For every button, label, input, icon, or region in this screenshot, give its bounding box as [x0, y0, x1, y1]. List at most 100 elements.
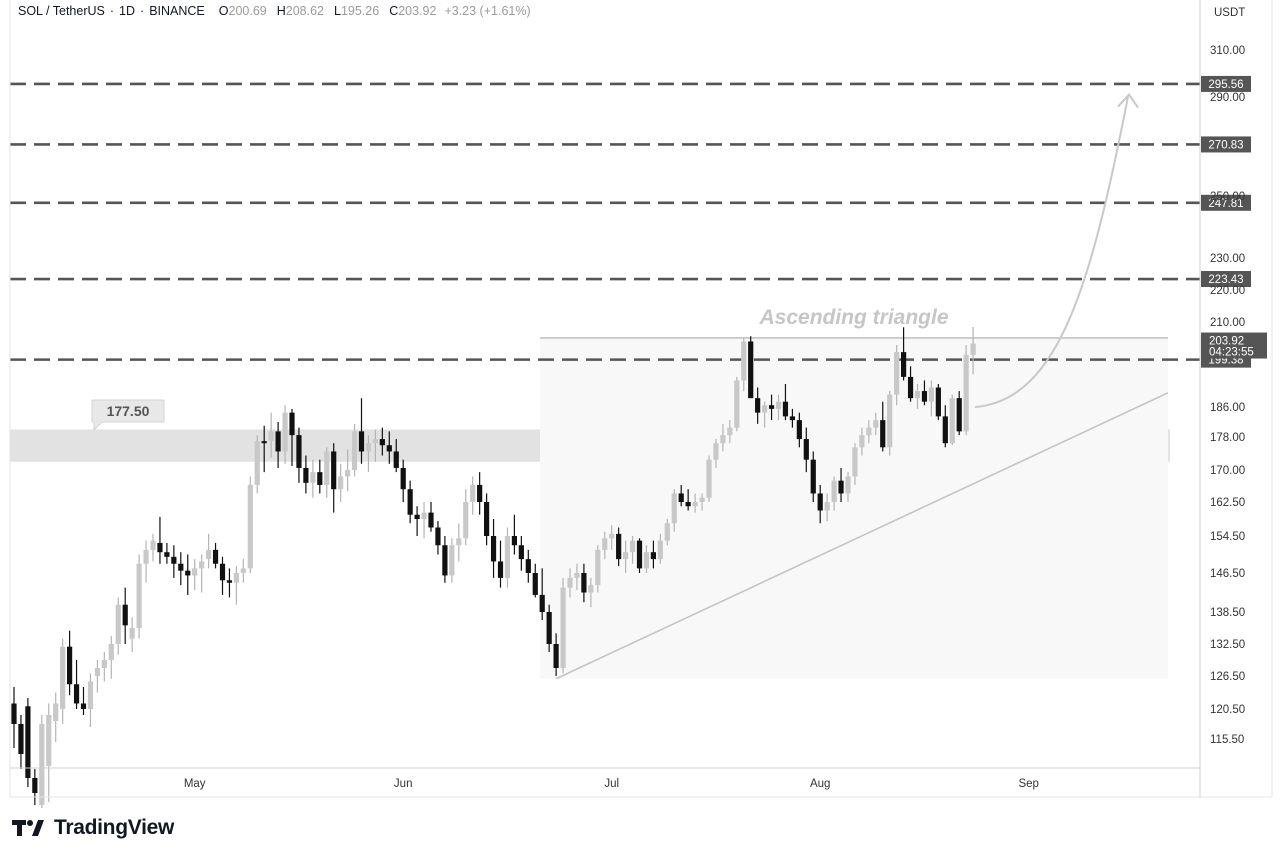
- candle-body: [87, 681, 94, 709]
- candle-body: [421, 512, 427, 519]
- candle-body: [233, 573, 239, 583]
- time-tick-label: Aug: [810, 778, 830, 790]
- price-tick-label: 186.00: [1210, 402, 1245, 414]
- candle-body: [46, 715, 52, 766]
- candle-body: [136, 563, 142, 628]
- candle-body: [685, 502, 691, 507]
- candle-body: [504, 536, 511, 578]
- candle-body: [219, 563, 226, 581]
- candle-body: [664, 523, 670, 541]
- candle-body: [942, 416, 948, 444]
- time-tick-label: May: [184, 778, 206, 790]
- candle-body: [143, 549, 149, 564]
- candle-body: [789, 416, 795, 421]
- price-level-tag-text: 223.43: [1208, 274, 1243, 286]
- candle-body: [845, 476, 851, 494]
- candle-body: [497, 561, 504, 578]
- projection-curve: [975, 96, 1129, 408]
- change-readout: +3.23 (+1.61%): [444, 4, 531, 18]
- candle-body: [122, 604, 128, 626]
- candle-body: [67, 646, 73, 685]
- candle-body: [171, 556, 177, 564]
- candle-body: [636, 540, 643, 569]
- candle-body: [247, 484, 253, 569]
- candle-body: [73, 684, 80, 704]
- candles-layer: [11, 326, 976, 808]
- candle-body: [671, 493, 677, 524]
- candle-body: [470, 484, 476, 502]
- candle-body: [206, 549, 212, 560]
- candle-body: [358, 431, 365, 452]
- interval-label[interactable]: 1D: [119, 4, 136, 18]
- candle-body: [80, 703, 87, 709]
- price-level-tag-text: 295.56: [1208, 79, 1243, 91]
- candle-body: [164, 552, 170, 557]
- price-tick-label: 126.50: [1210, 671, 1245, 683]
- candle-body: [887, 394, 893, 448]
- candle-body: [372, 439, 378, 444]
- price-level-tag: [1201, 136, 1251, 153]
- candle-body: [553, 644, 559, 668]
- candle-body: [699, 497, 705, 502]
- triangle-support-line: [555, 392, 1169, 680]
- low-readout: L195.26: [334, 4, 380, 18]
- candle-body: [623, 552, 629, 560]
- candle-body: [275, 431, 281, 452]
- candle-body: [449, 545, 455, 576]
- candle-body: [539, 594, 545, 612]
- candle-body: [748, 341, 754, 399]
- candle-body: [921, 391, 928, 402]
- candle-body: [928, 387, 934, 402]
- candle-body: [407, 489, 413, 515]
- candle-body: [762, 405, 768, 413]
- last-price-tag: [1201, 332, 1267, 359]
- candle-body: [817, 493, 823, 511]
- symbol-name[interactable]: SOL / TetherUS: [18, 4, 105, 18]
- candle-body: [268, 431, 274, 442]
- candle-body: [240, 568, 246, 573]
- candle-body: [331, 451, 337, 490]
- candle-body: [657, 540, 663, 560]
- candle-body: [518, 545, 524, 560]
- tradingview-logo[interactable]: TradingView: [12, 816, 174, 840]
- price-tick-label: 210.00: [1210, 317, 1245, 329]
- candle-body: [129, 628, 135, 639]
- price-levels-layer: 295.56270.83247.81223.43199.38203.9204:2…: [10, 75, 1267, 368]
- candle-body: [914, 391, 921, 399]
- exchange-label: BINANCE: [149, 4, 205, 18]
- price-tick-label: 170.00: [1210, 465, 1245, 477]
- candle-body: [282, 412, 288, 452]
- price-tick-label: 120.50: [1210, 704, 1245, 716]
- candle-body: [824, 502, 830, 511]
- candle-body: [727, 427, 733, 436]
- ascending-triangle-layer: Ascending triangle: [540, 306, 1169, 680]
- candle-body: [115, 604, 121, 644]
- candle-body: [678, 493, 684, 502]
- support-zone-callout: [91, 399, 165, 432]
- currency-label: USDT: [1214, 7, 1245, 19]
- candle-body: [963, 354, 969, 432]
- overlay-layer: [975, 93, 1139, 408]
- support-zone-label: 177.50: [107, 403, 150, 419]
- last-price-text: 203.92: [1209, 336, 1244, 348]
- time-tick-label: Sep: [1018, 778, 1038, 790]
- price-tick-label: 146.50: [1210, 568, 1245, 580]
- time-tick-label: Jun: [394, 778, 413, 790]
- candle-body: [546, 612, 552, 644]
- candle-body: [775, 401, 782, 409]
- price-tick-label: 138.50: [1210, 607, 1245, 619]
- price-level-tag: [1201, 75, 1251, 92]
- candle-body: [706, 459, 712, 498]
- candle-body: [796, 420, 802, 440]
- candle-body: [803, 439, 809, 460]
- triangle-shade: [540, 337, 1168, 679]
- candle-body: [178, 563, 184, 571]
- candle-body: [720, 435, 726, 444]
- tradingview-wordmark: TradingView: [54, 816, 175, 839]
- candle-body: [310, 472, 316, 483]
- candle-body: [935, 387, 941, 417]
- candle-body: [567, 577, 573, 588]
- candle-body: [782, 401, 789, 417]
- candle-body: [866, 427, 872, 436]
